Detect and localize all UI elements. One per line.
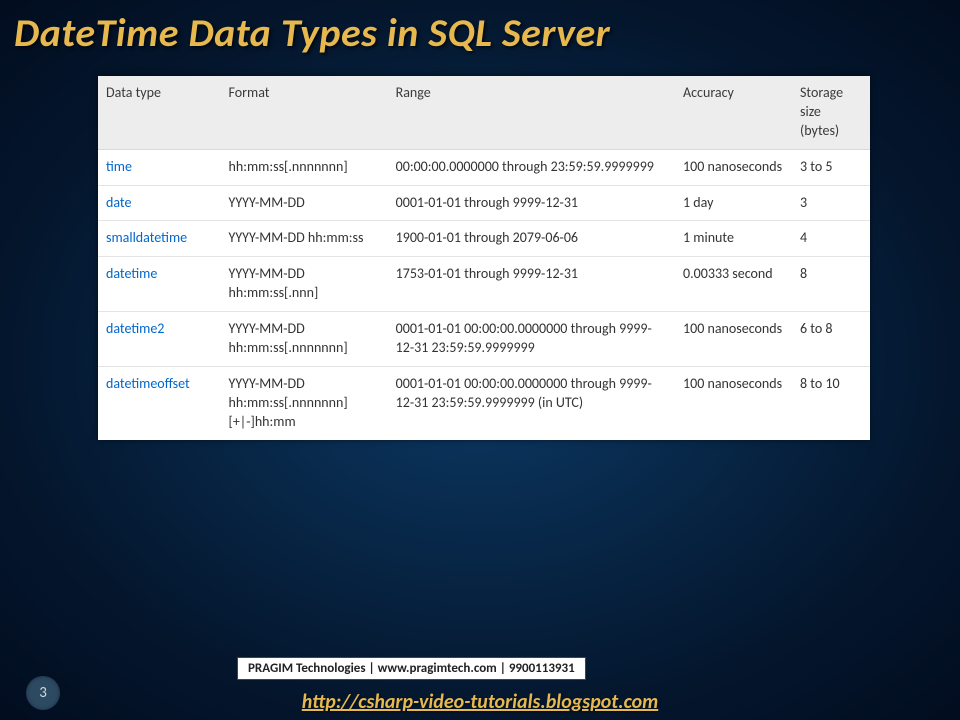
slide-number-badge: 3 (26, 676, 60, 710)
cell-accuracy: 1 minute (675, 221, 792, 257)
datatype-table: Data type Format Range Accuracy Storage … (98, 76, 870, 440)
cell-storage: 8 to 10 (792, 366, 870, 439)
cell-accuracy: 100 nanoseconds (675, 312, 792, 367)
cell-range: 1900-01-01 through 2079-06-06 (388, 221, 675, 257)
footer-credit-box: PRAGIM Technologies | www.pragimtech.com… (237, 657, 586, 680)
th-accuracy: Accuracy (675, 76, 792, 149)
th-format: Format (221, 76, 388, 149)
table-row: smalldatetimeYYYY-MM-DD hh:mm:ss1900-01-… (98, 221, 870, 257)
table-row: timehh:mm:ss[.nnnnnnn]00:00:00.0000000 t… (98, 149, 870, 185)
cell-type[interactable]: datetime2 (98, 312, 221, 367)
cell-storage: 8 (792, 257, 870, 312)
table-row: datetimeoffsetYYYY-MM-DD hh:mm:ss[.nnnnn… (98, 366, 870, 439)
cell-type[interactable]: time (98, 149, 221, 185)
cell-range: 00:00:00.0000000 through 23:59:59.999999… (388, 149, 675, 185)
cell-format: hh:mm:ss[.nnnnnnn] (221, 149, 388, 185)
table-body: timehh:mm:ss[.nnnnnnn]00:00:00.0000000 t… (98, 149, 870, 439)
cell-format: YYYY-MM-DD hh:mm:ss[.nnnnnnn] (221, 312, 388, 367)
cell-format: YYYY-MM-DD hh:mm:ss[.nnn] (221, 257, 388, 312)
cell-format: YYYY-MM-DD hh:mm:ss[.nnnnnnn] [+|-]hh:mm (221, 366, 388, 439)
cell-range: 0001-01-01 through 9999-12-31 (388, 185, 675, 221)
cell-accuracy: 100 nanoseconds (675, 366, 792, 439)
cell-accuracy: 100 nanoseconds (675, 149, 792, 185)
slide-title: DateTime Data Types in SQL Server (14, 8, 960, 57)
cell-accuracy: 0.00333 second (675, 257, 792, 312)
table-header-row: Data type Format Range Accuracy Storage … (98, 76, 870, 149)
cell-storage: 3 (792, 185, 870, 221)
cell-type[interactable]: date (98, 185, 221, 221)
cell-storage: 6 to 8 (792, 312, 870, 367)
cell-accuracy: 1 day (675, 185, 792, 221)
table-row: dateYYYY-MM-DD0001-01-01 through 9999-12… (98, 185, 870, 221)
th-storage: Storage size (bytes) (792, 76, 870, 149)
cell-format: YYYY-MM-DD hh:mm:ss (221, 221, 388, 257)
table-row: datetime2YYYY-MM-DD hh:mm:ss[.nnnnnnn]00… (98, 312, 870, 367)
th-datatype: Data type (98, 76, 221, 149)
cell-range: 1753-01-01 through 9999-12-31 (388, 257, 675, 312)
cell-type[interactable]: datetimeoffset (98, 366, 221, 439)
cell-storage: 4 (792, 221, 870, 257)
cell-range: 0001-01-01 00:00:00.0000000 through 9999… (388, 312, 675, 367)
th-range: Range (388, 76, 675, 149)
cell-storage: 3 to 5 (792, 149, 870, 185)
cell-range: 0001-01-01 00:00:00.0000000 through 9999… (388, 366, 675, 439)
cell-type[interactable]: smalldatetime (98, 221, 221, 257)
cell-format: YYYY-MM-DD (221, 185, 388, 221)
table-row: datetimeYYYY-MM-DD hh:mm:ss[.nnn]1753-01… (98, 257, 870, 312)
datatype-table-container: Data type Format Range Accuracy Storage … (98, 76, 870, 440)
cell-type[interactable]: datetime (98, 257, 221, 312)
footer-link[interactable]: http://csharp-video-tutorials.blogspot.c… (302, 690, 659, 714)
